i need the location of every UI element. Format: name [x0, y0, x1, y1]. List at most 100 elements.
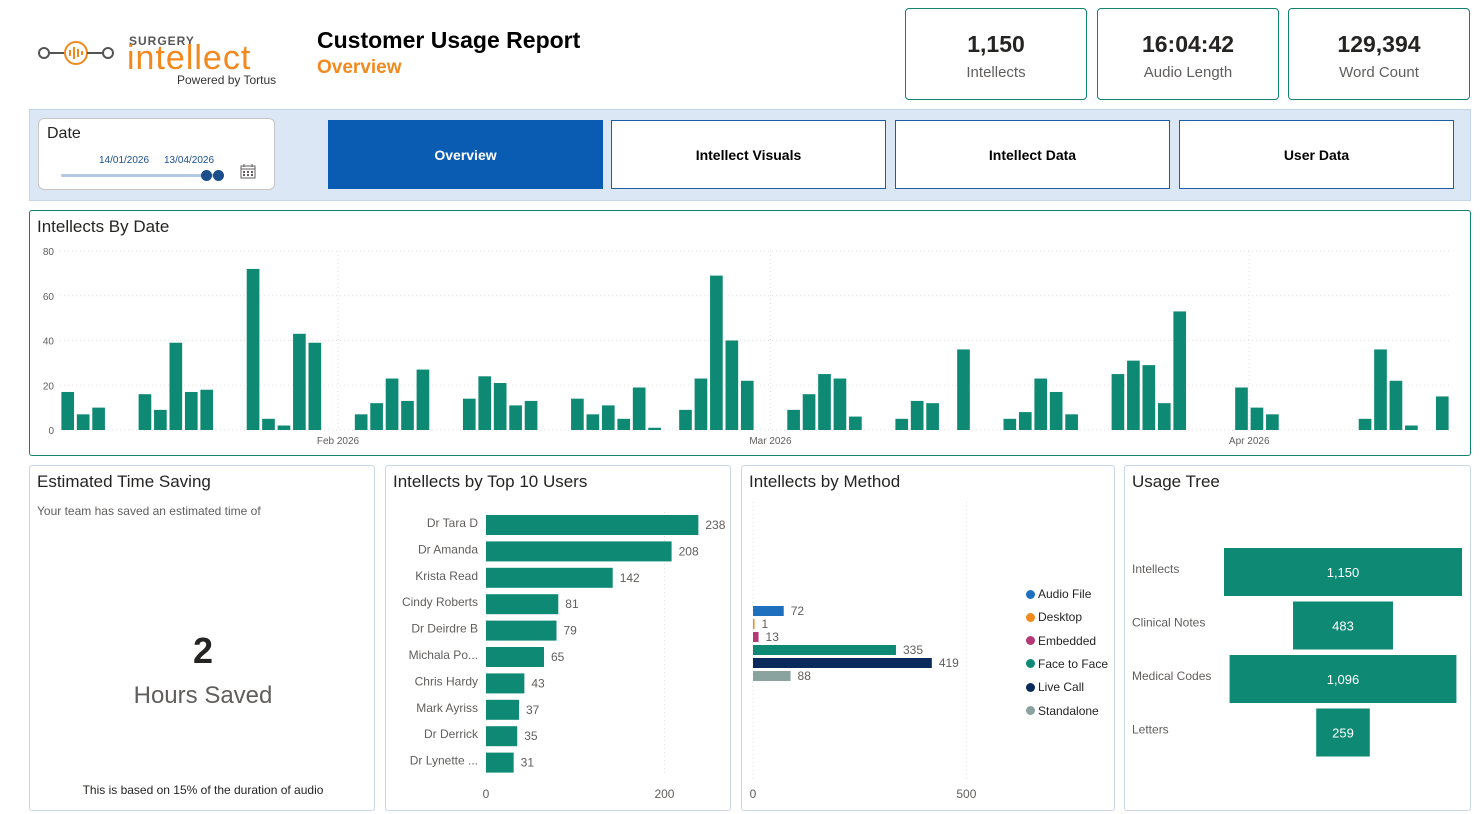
date-bar [648, 427, 661, 430]
date-bar [833, 378, 847, 430]
nav-button-user-data[interactable]: User Data [1179, 120, 1454, 189]
waveform-logo-icon [38, 41, 114, 65]
legend-label: Desktop [1038, 610, 1083, 625]
legend-item[interactable]: Desktop [1026, 610, 1082, 624]
date-bar [1266, 414, 1279, 430]
intellects-by-date-chart[interactable]: 0 20 40 60 80 Feb 2026 Mar 2026 Apr 2026 [30, 211, 1470, 455]
legend-item[interactable]: Live Call [1026, 680, 1084, 694]
x-tick-label: Mar 2026 [749, 436, 792, 447]
intellects-by-method-panel: Intellects by Method 0 500 72 1 13 335 419 88 A… [741, 465, 1115, 811]
date-bar [1111, 374, 1125, 430]
date-bar [524, 400, 538, 430]
date-bar [154, 409, 167, 430]
date-bar [1235, 387, 1248, 430]
user-value-label: 31 [521, 756, 535, 770]
method-value-label: 419 [939, 656, 959, 670]
date-bar [849, 416, 862, 430]
slider-start-handle[interactable] [201, 170, 212, 181]
method-bar [753, 619, 755, 629]
legend-item[interactable]: Standalone [1026, 704, 1099, 718]
date-bar [818, 374, 831, 430]
tree-bar [1316, 708, 1370, 757]
user-value-label: 142 [620, 571, 640, 585]
method-bar [753, 645, 896, 655]
method-value-label: 88 [798, 669, 812, 683]
legend-label: Live Call [1038, 680, 1085, 695]
legend-item[interactable]: Embedded [1026, 634, 1096, 648]
top-10-users-chart[interactable]: 0 200 Dr Tara D 238 Dr Amanda 208 Krista Read 1… [386, 466, 730, 810]
date-end-value[interactable]: 13/04/2026 [164, 155, 215, 166]
user-bar [486, 594, 559, 615]
slider-end-handle[interactable] [213, 170, 224, 181]
date-bar [1405, 425, 1418, 430]
x-tick-label: 200 [654, 787, 674, 801]
panel-title: Estimated Time Saving [37, 472, 211, 491]
user-value-label: 37 [526, 703, 540, 717]
legend-dot-icon [1026, 659, 1035, 669]
date-bar [632, 387, 646, 430]
tree-value-label: 259 [1332, 726, 1354, 741]
method-bar [753, 658, 932, 668]
tree-category-label: Clinical Notes [1132, 616, 1205, 630]
legend-dot-icon [1026, 706, 1035, 715]
date-slicer-title: Date [47, 125, 81, 142]
calendar-icon[interactable] [240, 164, 256, 179]
date-bar [293, 333, 306, 430]
date-bar [1142, 365, 1156, 430]
usage-tree-chart[interactable]: Intellects 1,150 Clinical Notes 483 Medical … [1125, 466, 1470, 810]
method-bar [753, 606, 784, 616]
method-value-label: 13 [766, 630, 780, 644]
kpi-value: 16:04:42 [1141, 31, 1235, 57]
date-bar [1157, 403, 1171, 430]
method-value-label: 72 [791, 604, 805, 618]
x-tick-label: Feb 2026 [317, 436, 360, 447]
saving-footnote: This is based on 15% of the duration of … [82, 783, 324, 797]
kpi-label: Audio Length [1143, 64, 1233, 81]
kpi-card-intellects: 1,150 Intellects [905, 8, 1087, 100]
legend-item[interactable]: Audio File [1026, 587, 1091, 601]
date-bar [1003, 418, 1017, 430]
user-bar [486, 541, 672, 562]
nav-button-intellect-data[interactable]: Intellect Data [895, 120, 1170, 189]
user-bar [486, 515, 699, 535]
x-tick-label: 0 [483, 787, 490, 801]
user-bar [486, 726, 518, 747]
legend-label: Embedded [1038, 633, 1097, 648]
intellects-by-method-chart[interactable]: 0 500 72 113 335 419 88 [742, 466, 1114, 810]
usage-tree-panel: Usage Tree Intellects 1,150 Clinical Notes… [1124, 465, 1471, 811]
hours-saved-value: 2 [192, 630, 214, 671]
date-bar [1374, 349, 1387, 430]
legend-item[interactable]: Face to Face [1026, 657, 1108, 671]
nav-button-intellect-visuals[interactable]: Intellect Visuals [611, 120, 886, 189]
page-subtitle: Overview [317, 57, 402, 78]
nav-button-overview[interactable]: Overview [328, 120, 603, 189]
y-tick-label: 0 [48, 426, 54, 437]
user-bar [486, 567, 613, 588]
user-value-label: 208 [679, 544, 699, 558]
user-value-label: 81 [565, 597, 579, 611]
kpi-card-audio-length: 16:04:42 Audio Length [1097, 8, 1279, 100]
date-bar [92, 407, 105, 430]
date-bar [509, 405, 522, 430]
date-bar [725, 340, 739, 430]
date-bar [354, 414, 368, 430]
date-slicer[interactable]: Date 14/01/2026 13/04/2026 [38, 118, 275, 190]
date-start-value[interactable]: 14/01/2026 [99, 155, 150, 166]
date-bar [694, 378, 708, 430]
date-bar [370, 403, 383, 430]
date-bar [740, 380, 754, 430]
tree-value-label: 483 [1332, 619, 1354, 634]
date-range-slider[interactable] [61, 174, 223, 177]
date-bar [277, 425, 291, 430]
date-bar [1173, 311, 1187, 430]
x-tick-label: Apr 2026 [1229, 436, 1270, 447]
date-bar [926, 403, 939, 430]
date-bar [617, 418, 631, 430]
legend-dot-icon [1026, 636, 1035, 646]
date-bar [462, 398, 476, 430]
tree-category-label: Intellects [1132, 562, 1179, 576]
user-label: Chris Hardy [415, 674, 478, 688]
date-bar [493, 383, 507, 430]
legend-label: Audio File [1038, 587, 1092, 601]
user-label: Mark Ayriss [416, 701, 478, 715]
